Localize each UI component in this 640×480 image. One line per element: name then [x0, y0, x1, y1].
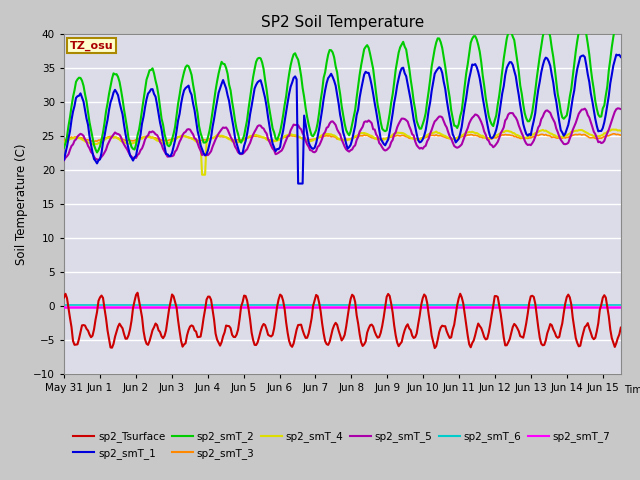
- sp2_smT_1: [470, 62, 477, 68]
- sp2_smT_6: [605, 302, 612, 308]
- Line: sp2_Tsurface: sp2_Tsurface: [64, 293, 621, 348]
- Line: sp2_smT_1: sp2_smT_1: [64, 55, 621, 183]
- sp2_Tsurface: [249, 337, 257, 343]
- Text: Time: Time: [625, 384, 640, 395]
- sp2_smT_4: [198, 172, 206, 178]
- sp2_Tsurface: [431, 345, 438, 351]
- sp2_smT_7: [468, 304, 476, 310]
- sp2_smT_3: [346, 136, 353, 142]
- sp2_smT_2: [346, 132, 353, 138]
- Line: sp2_smT_4: sp2_smT_4: [64, 130, 621, 175]
- sp2_smT_3: [60, 137, 68, 143]
- sp2_smT_1: [248, 103, 255, 109]
- sp2_smT_2: [60, 145, 68, 151]
- sp2_smT_7: [605, 304, 612, 310]
- sp2_smT_3: [470, 132, 477, 138]
- sp2_smT_6: [152, 302, 159, 308]
- sp2_smT_2: [132, 142, 140, 147]
- Line: sp2_smT_3: sp2_smT_3: [64, 134, 621, 142]
- sp2_smT_4: [60, 141, 68, 146]
- Line: sp2_smT_5: sp2_smT_5: [64, 108, 621, 160]
- sp2_Tsurface: [346, 304, 353, 310]
- sp2_smT_1: [607, 80, 614, 86]
- sp2_Tsurface: [134, 290, 141, 296]
- sp2_smT_6: [131, 302, 138, 308]
- sp2_smT_5: [468, 115, 476, 120]
- sp2_smT_1: [60, 156, 68, 162]
- sp2_smT_7: [60, 304, 68, 310]
- sp2_smT_7: [131, 304, 138, 310]
- Y-axis label: Soil Temperature (C): Soil Temperature (C): [15, 143, 28, 265]
- Line: sp2_smT_2: sp2_smT_2: [64, 20, 621, 153]
- sp2_smT_7: [152, 304, 159, 310]
- sp2_smT_3: [609, 131, 617, 137]
- sp2_smT_1: [294, 180, 302, 186]
- sp2_smT_4: [249, 132, 257, 138]
- sp2_smT_4: [152, 137, 159, 143]
- sp2_smT_2: [617, 22, 625, 28]
- sp2_smT_6: [248, 302, 255, 308]
- sp2_smT_3: [249, 133, 257, 139]
- sp2_smT_5: [344, 148, 351, 154]
- sp2_smT_5: [248, 135, 255, 141]
- sp2_Tsurface: [608, 335, 616, 341]
- sp2_smT_1: [346, 144, 353, 150]
- sp2_smT_6: [60, 302, 68, 308]
- sp2_smT_2: [470, 33, 477, 39]
- Text: TZ_osu: TZ_osu: [69, 40, 113, 51]
- sp2_smT_7: [248, 304, 255, 310]
- sp2_smT_5: [617, 106, 625, 112]
- sp2_smT_4: [470, 130, 477, 135]
- sp2_smT_2: [614, 17, 621, 23]
- sp2_smT_5: [614, 106, 621, 111]
- sp2_smT_3: [607, 132, 614, 138]
- sp2_smT_7: [617, 304, 625, 310]
- sp2_smT_5: [131, 155, 138, 160]
- sp2_smT_3: [617, 132, 625, 138]
- sp2_smT_2: [93, 150, 101, 156]
- sp2_Tsurface: [153, 322, 161, 328]
- sp2_smT_3: [132, 137, 140, 143]
- sp2_smT_1: [152, 94, 159, 99]
- sp2_smT_2: [607, 57, 614, 62]
- sp2_smT_3: [153, 136, 161, 142]
- sp2_smT_6: [617, 302, 625, 308]
- sp2_smT_4: [617, 128, 625, 133]
- sp2_Tsurface: [472, 332, 479, 338]
- sp2_smT_4: [131, 140, 138, 145]
- sp2_Tsurface: [131, 298, 138, 304]
- sp2_smT_2: [249, 74, 257, 80]
- sp2_smT_4: [607, 128, 614, 133]
- sp2_smT_6: [468, 302, 476, 308]
- sp2_smT_4: [611, 127, 619, 132]
- sp2_Tsurface: [60, 295, 68, 300]
- sp2_Tsurface: [617, 325, 625, 331]
- sp2_smT_5: [152, 132, 159, 137]
- sp2_smT_1: [612, 52, 620, 58]
- sp2_smT_3: [90, 139, 98, 144]
- sp2_smT_1: [617, 54, 625, 60]
- sp2_smT_4: [346, 136, 353, 142]
- Legend: sp2_Tsurface, sp2_smT_1, sp2_smT_2, sp2_smT_3, sp2_smT_4, sp2_smT_5, sp2_smT_6, : sp2_Tsurface, sp2_smT_1, sp2_smT_2, sp2_…: [69, 427, 615, 463]
- sp2_smT_5: [60, 157, 68, 163]
- sp2_smT_1: [131, 155, 138, 160]
- sp2_smT_7: [344, 304, 351, 310]
- sp2_smT_6: [344, 302, 351, 308]
- sp2_smT_5: [605, 127, 612, 132]
- sp2_smT_2: [153, 84, 161, 89]
- Title: SP2 Soil Temperature: SP2 Soil Temperature: [260, 15, 424, 30]
